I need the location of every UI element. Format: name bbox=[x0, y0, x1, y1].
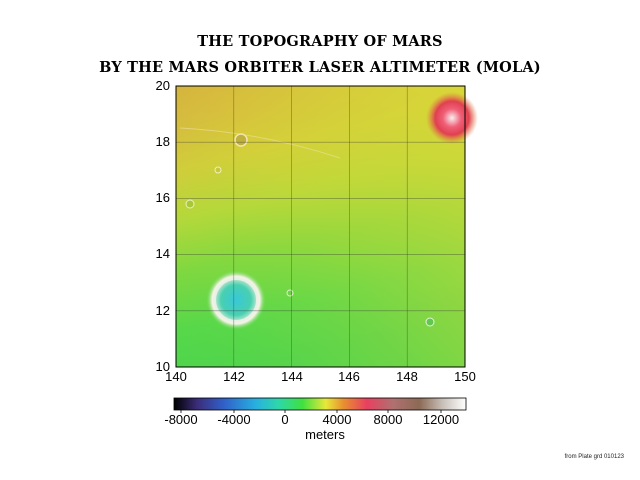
colorbar-tick-label: -8000 bbox=[164, 412, 198, 427]
colorbar-scale bbox=[173, 397, 467, 411]
credit-note: from Plate grd 010123 bbox=[564, 454, 624, 460]
colorbar-tick-label: 0 bbox=[281, 412, 289, 427]
small-crater-3 bbox=[214, 166, 222, 174]
map-title-line1: THE TOPOGRAPHY OF MARS bbox=[197, 33, 443, 50]
colorbar-tick-label: 4000 bbox=[322, 412, 352, 427]
y-tick-label: 20 bbox=[155, 78, 170, 93]
y-tick-label: 18 bbox=[155, 134, 170, 149]
ridge-line bbox=[179, 127, 341, 159]
colorbar-tick-label: 12000 bbox=[422, 412, 460, 427]
colorbar-unit-label: meters bbox=[305, 427, 345, 442]
y-tick-label: 10 bbox=[155, 359, 170, 374]
colorbar-tick-label: -4000 bbox=[217, 412, 251, 427]
large-crater-rim bbox=[212, 276, 260, 324]
small-crater-4 bbox=[425, 317, 435, 327]
colorbar-tick-marks bbox=[180, 410, 442, 413]
x-tick-label: 142 bbox=[223, 369, 245, 384]
y-tick-label: 12 bbox=[155, 303, 170, 318]
x-tick-label: 148 bbox=[396, 369, 418, 384]
x-tick-label: 140 bbox=[165, 369, 187, 384]
colorbar-tick-label: 8000 bbox=[373, 412, 403, 427]
y-tick-label: 14 bbox=[155, 246, 170, 261]
map-frame bbox=[175, 85, 466, 368]
small-crater-5 bbox=[286, 289, 294, 297]
small-crater-1 bbox=[234, 133, 248, 147]
volcano-summit bbox=[426, 92, 478, 144]
map-title-line2: BY THE MARS ORBITER LASER ALTIMETER (MOL… bbox=[99, 59, 541, 76]
x-tick-label: 144 bbox=[281, 369, 303, 384]
small-crater-2 bbox=[185, 199, 195, 209]
x-tick-label: 150 bbox=[454, 369, 476, 384]
x-tick-label: 146 bbox=[338, 369, 360, 384]
colorbar bbox=[173, 397, 467, 413]
y-tick-label: 16 bbox=[155, 190, 170, 205]
topography-map bbox=[175, 85, 478, 368]
